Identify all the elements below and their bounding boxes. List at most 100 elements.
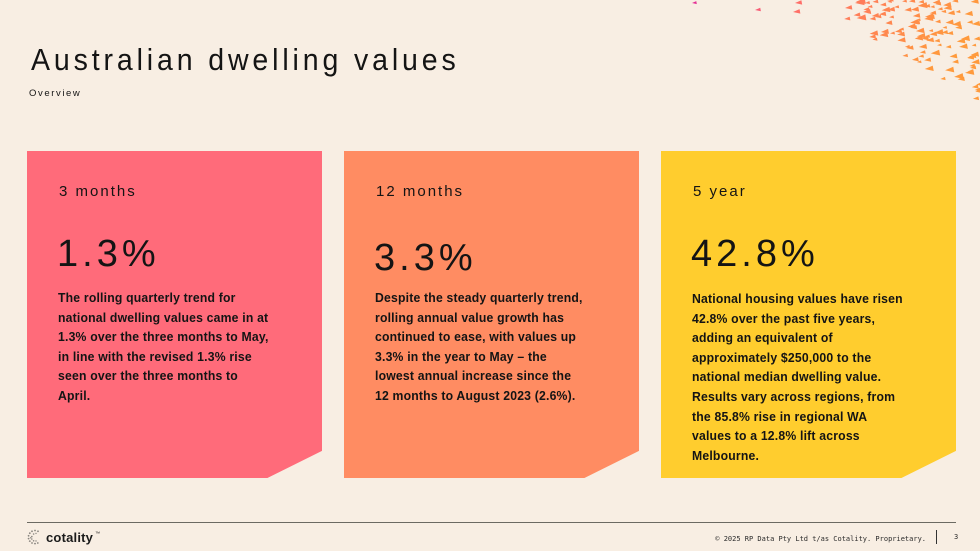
decor-triangle	[929, 10, 937, 15]
card-period-label: 5 year	[693, 183, 747, 200]
decor-triangle	[880, 2, 887, 7]
decor-triangle	[897, 37, 906, 43]
decor-triangle	[954, 73, 964, 79]
decor-triangle	[959, 43, 968, 49]
decor-triangle	[795, 0, 803, 5]
decor-triangle	[853, 12, 861, 17]
decor-triangle	[912, 13, 921, 18]
cotality-logo-icon	[27, 529, 39, 545]
decor-triangle	[937, 43, 942, 47]
decor-triangle	[971, 59, 980, 65]
decor-triangle	[894, 28, 903, 34]
page-subtitle: Overview	[29, 88, 82, 99]
decor-triangle	[969, 53, 977, 59]
decor-triangle	[889, 15, 895, 19]
decor-triangle	[875, 14, 882, 19]
decor-triangle	[955, 10, 961, 14]
decor-triangle	[971, 20, 980, 26]
decor-triangle	[867, 4, 873, 8]
decor-triangle	[844, 16, 851, 21]
decor-triangle	[924, 15, 934, 22]
decor-triangle	[872, 0, 879, 4]
stat-card-12-months: 12 months 3.3% Despite the steady quarte…	[344, 151, 639, 478]
decor-triangle	[966, 20, 973, 24]
decor-triangle	[911, 6, 920, 12]
decor-triangle	[946, 31, 954, 36]
decor-triangle	[933, 38, 941, 43]
card-description: The rolling quarterly trend for national…	[58, 290, 269, 403]
decor-triangle	[886, 0, 894, 2]
stat-card-3-months: 3 months 1.3% The rolling quarterly tren…	[27, 151, 322, 478]
decor-triangle	[952, 59, 959, 64]
decor-triangle	[960, 35, 970, 41]
decor-triangle	[869, 30, 879, 36]
decor-triangle	[974, 87, 980, 92]
decor-triangle	[899, 27, 905, 31]
decor-triangle	[885, 20, 893, 25]
decor-triangle	[894, 5, 900, 9]
decor-triangle	[869, 16, 876, 21]
decor-triangle	[916, 60, 922, 64]
decor-triangle	[919, 50, 926, 54]
decor-triangle	[881, 6, 891, 13]
card-value: 3.3%	[374, 237, 477, 279]
decor-triangle	[906, 45, 914, 50]
copyright-notice: © 2025 RP Data Pty Ltd t/as Cotality. Pr…	[715, 535, 926, 543]
decor-triangle	[845, 5, 853, 10]
decor-triangle	[869, 34, 877, 39]
decor-triangle	[692, 1, 697, 5]
card-value: 42.8%	[691, 233, 819, 275]
decor-triangle	[917, 2, 928, 9]
decor-triangle	[872, 37, 878, 41]
decor-triangle	[952, 21, 962, 27]
decor-triangle	[945, 66, 955, 73]
decor-triangle	[879, 11, 887, 16]
decor-triangle	[942, 25, 948, 29]
decor-triangle	[916, 18, 921, 21]
decor-triangle	[918, 43, 928, 49]
decor-triangle	[943, 2, 952, 8]
decor-triangle	[879, 31, 889, 38]
decor-triangle	[926, 37, 935, 43]
logo-trademark: ™	[95, 531, 101, 537]
decor-triangle	[973, 36, 980, 41]
decor-triangle	[755, 7, 761, 12]
decor-triangle	[915, 27, 925, 34]
card-description: Despite the steady quarterly trend, roll…	[375, 290, 583, 403]
decor-triangle	[924, 3, 931, 8]
decor-triangle	[935, 19, 941, 24]
decor-triangle	[924, 34, 930, 38]
decor-triangle	[907, 23, 916, 29]
decor-triangle	[941, 9, 947, 13]
decor-triangle	[945, 44, 952, 49]
card-description: National housing values have risen 42.8%…	[692, 291, 903, 463]
decor-triangle	[972, 96, 980, 101]
decor-triangle	[855, 0, 866, 4]
decor-triangle	[930, 49, 941, 56]
footer-divider	[27, 522, 956, 523]
footer-separator	[936, 530, 937, 544]
decor-triangle	[880, 28, 889, 34]
decor-triangle	[970, 0, 979, 4]
decor-triangle	[935, 1, 942, 6]
page-number: 3	[954, 533, 959, 541]
decor-triangle	[940, 76, 946, 81]
decor-triangle	[934, 29, 944, 35]
logo-wordmark: cotality	[46, 529, 94, 545]
decor-triangle	[971, 43, 977, 47]
decor-triangle	[902, 53, 909, 58]
decor-triangle	[793, 9, 801, 14]
decor-triangle	[924, 65, 934, 72]
decor-triangle	[924, 57, 932, 62]
decor-triangle	[930, 5, 935, 9]
decor-triangle	[889, 31, 895, 35]
page-title: Australian dwelling values	[31, 42, 460, 77]
card-period-label: 3 months	[59, 183, 137, 200]
decor-triangle	[937, 7, 943, 11]
decor-triangle	[928, 29, 934, 32]
decor-triangle	[902, 0, 907, 3]
decorative-triangle-pattern	[692, 0, 980, 101]
card-value: 1.3%	[57, 233, 160, 275]
decor-triangle	[964, 10, 973, 16]
decor-triangle	[908, 0, 916, 3]
